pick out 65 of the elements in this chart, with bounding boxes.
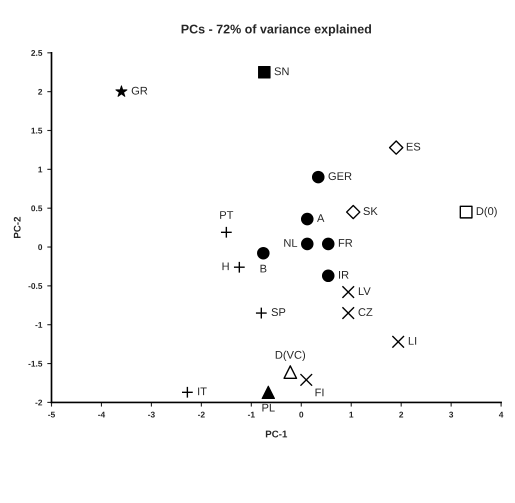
x-tick-label: 4 <box>498 412 504 418</box>
annotation: ES <box>406 142 420 151</box>
annotation: LI <box>408 337 416 345</box>
x-tick-label: 3 <box>449 412 454 418</box>
point <box>115 85 128 97</box>
x-tick-label: 1 <box>349 412 354 418</box>
point <box>392 335 405 348</box>
annotation: GER <box>328 172 352 180</box>
point <box>388 140 404 155</box>
x-tick-label: -4 <box>98 412 106 418</box>
point <box>300 373 313 386</box>
annotation: IR <box>339 271 349 279</box>
point <box>181 386 194 398</box>
point <box>300 212 314 226</box>
point <box>262 386 276 400</box>
point <box>342 306 355 320</box>
y-tick-label: -0.5 <box>28 283 42 289</box>
point <box>258 66 271 79</box>
point <box>346 204 361 220</box>
annotation: NL <box>284 239 298 247</box>
y-tick-label: 2.5 <box>31 50 42 56</box>
point <box>300 238 314 250</box>
annotation: A <box>317 214 324 222</box>
point <box>257 246 270 260</box>
annotation: SP <box>272 308 286 316</box>
chart-title: PCs - 72% of variance explained <box>182 24 372 36</box>
point <box>322 238 335 250</box>
annotation: SK <box>363 207 378 216</box>
annotation: CZ <box>358 308 372 316</box>
point <box>220 226 232 238</box>
point <box>312 170 325 184</box>
annotation: FI <box>316 388 324 396</box>
annotation: H <box>222 262 229 270</box>
annotation: SN <box>274 67 289 76</box>
x-tick-label: -3 <box>148 412 155 418</box>
x-tick-label: -2 <box>198 412 205 418</box>
y-tick-label: 2 <box>38 88 42 95</box>
annotation: B <box>260 264 266 272</box>
annotation: GR <box>132 86 148 95</box>
annotation: PT <box>220 211 234 219</box>
x-tick-label: 0 <box>299 412 304 418</box>
y-tick-label: 0.5 <box>31 205 42 212</box>
x-axis-title: PC-1 <box>266 430 288 438</box>
y-tick-label: 1 <box>38 166 42 172</box>
point <box>233 261 246 274</box>
point <box>255 306 268 320</box>
point <box>342 286 355 299</box>
annotation: FR <box>338 239 352 247</box>
annotation: PL <box>262 404 275 412</box>
y-tick-label: -2 <box>35 400 42 406</box>
x-tick-label: 2 <box>399 412 404 418</box>
point <box>283 365 298 380</box>
point <box>460 206 473 219</box>
y-tick-label: 1.5 <box>31 128 42 134</box>
y-axis-title: PC-2 <box>14 216 21 238</box>
x-tick-label: -5 <box>48 412 55 418</box>
annotation: D(VC) <box>276 350 306 361</box>
x-tick-label: -1 <box>248 412 255 418</box>
annotation: LV <box>358 287 371 295</box>
y-tick-label: 0 <box>38 244 42 250</box>
y-tick-label: -1 <box>35 322 42 328</box>
annotation: D(0) <box>476 206 497 218</box>
annotation: IT <box>198 388 207 396</box>
y-tick-label: -1.5 <box>28 360 42 367</box>
point <box>322 269 335 282</box>
